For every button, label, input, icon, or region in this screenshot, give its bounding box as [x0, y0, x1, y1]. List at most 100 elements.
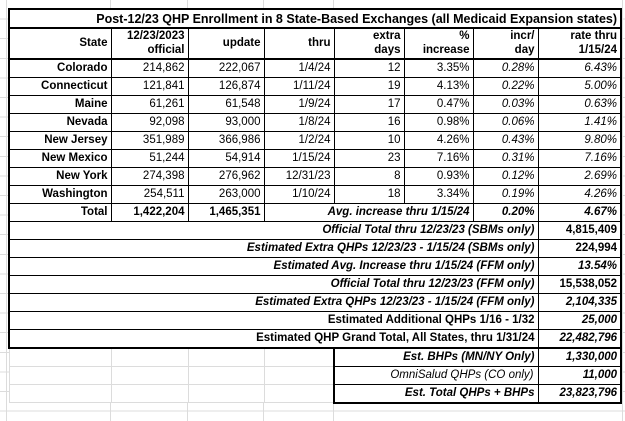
extra-days-cell[interactable]: 23 — [333, 148, 405, 168]
official-cell[interactable]: 254,511 — [110, 184, 189, 204]
summary-value[interactable]: 4,815,409 — [537, 220, 623, 240]
update-cell[interactable]: 366,986 — [187, 130, 265, 150]
pct-increase-cell[interactable]: 3.35% — [403, 58, 474, 78]
incr-day-cell[interactable]: 0.12% — [472, 166, 539, 186]
official-cell[interactable]: 61,261 — [110, 94, 189, 114]
rate-cell[interactable]: 0.63% — [537, 94, 623, 114]
summary-label[interactable]: Estimated Additional QHPs 1/16 - 1/32 — [8, 310, 539, 330]
summary-value[interactable]: 224,994 — [537, 238, 623, 258]
summary-label[interactable]: Official Total thru 12/23/23 (SBMs only) — [8, 220, 539, 240]
state-row-nevada: Nevada 92,098 93,000 1/8/24 16 0.98% 0.0… — [8, 112, 623, 132]
thru-cell[interactable]: 1/9/24 — [263, 94, 335, 114]
official-cell[interactable]: 351,989 — [110, 130, 189, 150]
pct-increase-cell[interactable]: 3.34% — [403, 184, 474, 204]
pct-increase-cell[interactable]: 0.47% — [403, 94, 474, 114]
pct-increase-cell[interactable]: 0.98% — [403, 112, 474, 132]
official-cell[interactable]: 121,841 — [110, 76, 189, 96]
rate-cell[interactable]: 9.80% — [537, 130, 623, 150]
extra-days-cell[interactable]: 12 — [333, 58, 405, 78]
update-cell[interactable]: 263,000 — [187, 184, 265, 204]
incr-day-cell[interactable]: 0.22% — [472, 76, 539, 96]
official-cell[interactable]: 274,398 — [110, 166, 189, 186]
rate-cell[interactable]: 6.43% — [537, 58, 623, 78]
thru-cell[interactable]: 1/2/24 — [263, 130, 335, 150]
footer-value[interactable]: 1,330,000 — [537, 346, 623, 367]
col-header-rate-thru[interactable]: rate thru 1/15/24 — [537, 27, 623, 60]
rate-cell[interactable]: 1.41% — [537, 112, 623, 132]
rate-cell[interactable]: 2.69% — [537, 166, 623, 186]
summary-label[interactable]: Estimated Avg. Increase thru 1/15/24 (FF… — [8, 256, 539, 276]
footer-label[interactable]: Est. BHPs (MN/NY Only) — [333, 346, 539, 367]
total-incr-day-cell[interactable]: 0.20% — [472, 202, 539, 222]
update-cell[interactable]: 222,067 — [187, 58, 265, 78]
col-header-extra-days[interactable]: extra days — [333, 27, 405, 60]
update-cell[interactable]: 54,914 — [187, 148, 265, 168]
state-cell[interactable]: New Mexico — [8, 148, 112, 168]
incr-day-cell[interactable]: 0.03% — [472, 94, 539, 114]
col-header-update[interactable]: update — [187, 27, 265, 60]
summary-value[interactable]: 13.54% — [537, 256, 623, 276]
state-cell[interactable]: New Jersey — [8, 130, 112, 150]
official-cell[interactable]: 51,244 — [110, 148, 189, 168]
thru-cell[interactable]: 1/8/24 — [263, 112, 335, 132]
state-cell[interactable]: Nevada — [8, 112, 112, 132]
footer-label[interactable]: Est. Total QHPs + BHPs — [333, 383, 539, 404]
extra-days-cell[interactable]: 17 — [333, 94, 405, 114]
official-cell[interactable]: 214,862 — [110, 58, 189, 78]
thru-cell[interactable]: 1/15/24 — [263, 148, 335, 168]
summary-value[interactable]: 15,538,052 — [537, 274, 623, 294]
rate-cell[interactable]: 5.00% — [537, 76, 623, 96]
thru-cell[interactable]: 1/11/24 — [263, 76, 335, 96]
summary-value[interactable]: 22,482,796 — [537, 328, 623, 349]
pct-increase-cell[interactable]: 4.26% — [403, 130, 474, 150]
pct-increase-cell[interactable]: 0.93% — [403, 166, 474, 186]
pct-increase-cell[interactable]: 7.16% — [403, 148, 474, 168]
incr-day-cell[interactable]: 0.19% — [472, 184, 539, 204]
col-header-incr-day[interactable]: incr/day — [472, 27, 539, 60]
footer-value[interactable]: 23,823,796 — [537, 383, 623, 404]
extra-days-cell[interactable]: 18 — [333, 184, 405, 204]
extra-days-cell[interactable]: 16 — [333, 112, 405, 132]
incr-day-cell[interactable]: 0.06% — [472, 112, 539, 132]
extra-days-cell[interactable]: 10 — [333, 130, 405, 150]
summary-value[interactable]: 25,000 — [537, 310, 623, 330]
col-header-thru[interactable]: thru — [263, 27, 335, 60]
summary-label[interactable]: Official Total thru 12/23/23 (FFM only) — [8, 274, 539, 294]
state-cell[interactable]: New York — [8, 166, 112, 186]
update-cell[interactable]: 276,962 — [187, 166, 265, 186]
summary-label[interactable]: Estimated Extra QHPs 12/23/23 - 1/15/24 … — [8, 238, 539, 258]
official-cell[interactable]: 92,098 — [110, 112, 189, 132]
total-update-cell[interactable]: 1,465,351 — [187, 202, 265, 222]
total-label-cell[interactable]: Total — [8, 202, 112, 222]
col-header-pct-increase[interactable]: % increase — [403, 27, 474, 60]
thru-cell[interactable]: 1/4/24 — [263, 58, 335, 78]
state-cell[interactable]: Washington — [8, 184, 112, 204]
state-cell[interactable]: Connecticut — [8, 76, 112, 96]
footer-value[interactable]: 11,000 — [537, 365, 623, 385]
avg-increase-label-cell[interactable]: Avg. increase thru 1/15/24 — [263, 202, 474, 222]
extra-days-cell[interactable]: 8 — [333, 166, 405, 186]
extra-days-cell[interactable]: 19 — [333, 76, 405, 96]
state-cell[interactable]: Maine — [8, 94, 112, 114]
total-rate-cell[interactable]: 4.67% — [537, 202, 623, 222]
summary-value[interactable]: 2,104,335 — [537, 292, 623, 312]
summary-label[interactable]: Estimated QHP Grand Total, All States, t… — [8, 328, 539, 349]
incr-day-cell[interactable]: 0.28% — [472, 58, 539, 78]
update-cell[interactable]: 93,000 — [187, 112, 265, 132]
state-cell[interactable]: Colorado — [8, 58, 112, 78]
incr-day-cell[interactable]: 0.31% — [472, 148, 539, 168]
update-cell[interactable]: 126,874 — [187, 76, 265, 96]
update-cell[interactable]: 61,548 — [187, 94, 265, 114]
rate-cell[interactable]: 7.16% — [537, 148, 623, 168]
pct-increase-cell[interactable]: 4.13% — [403, 76, 474, 96]
total-official-cell[interactable]: 1,422,204 — [110, 202, 189, 222]
footer-label[interactable]: OmniSalud QHPs (CO only) — [333, 365, 539, 385]
thru-cell[interactable]: 12/31/23 — [263, 166, 335, 186]
incr-day-cell[interactable]: 0.43% — [472, 130, 539, 150]
summary-label[interactable]: Estimated Extra QHPs 12/23/23 - 1/15/24 … — [8, 292, 539, 312]
col-header-state[interactable]: State — [8, 27, 112, 60]
page-title[interactable]: Post-12/23 QHP Enrollment in 8 State-Bas… — [7, 8, 623, 29]
col-header-official[interactable]: 12/23/2023 official — [110, 27, 189, 60]
thru-cell[interactable]: 1/10/24 — [263, 184, 335, 204]
rate-cell[interactable]: 4.26% — [537, 184, 623, 204]
